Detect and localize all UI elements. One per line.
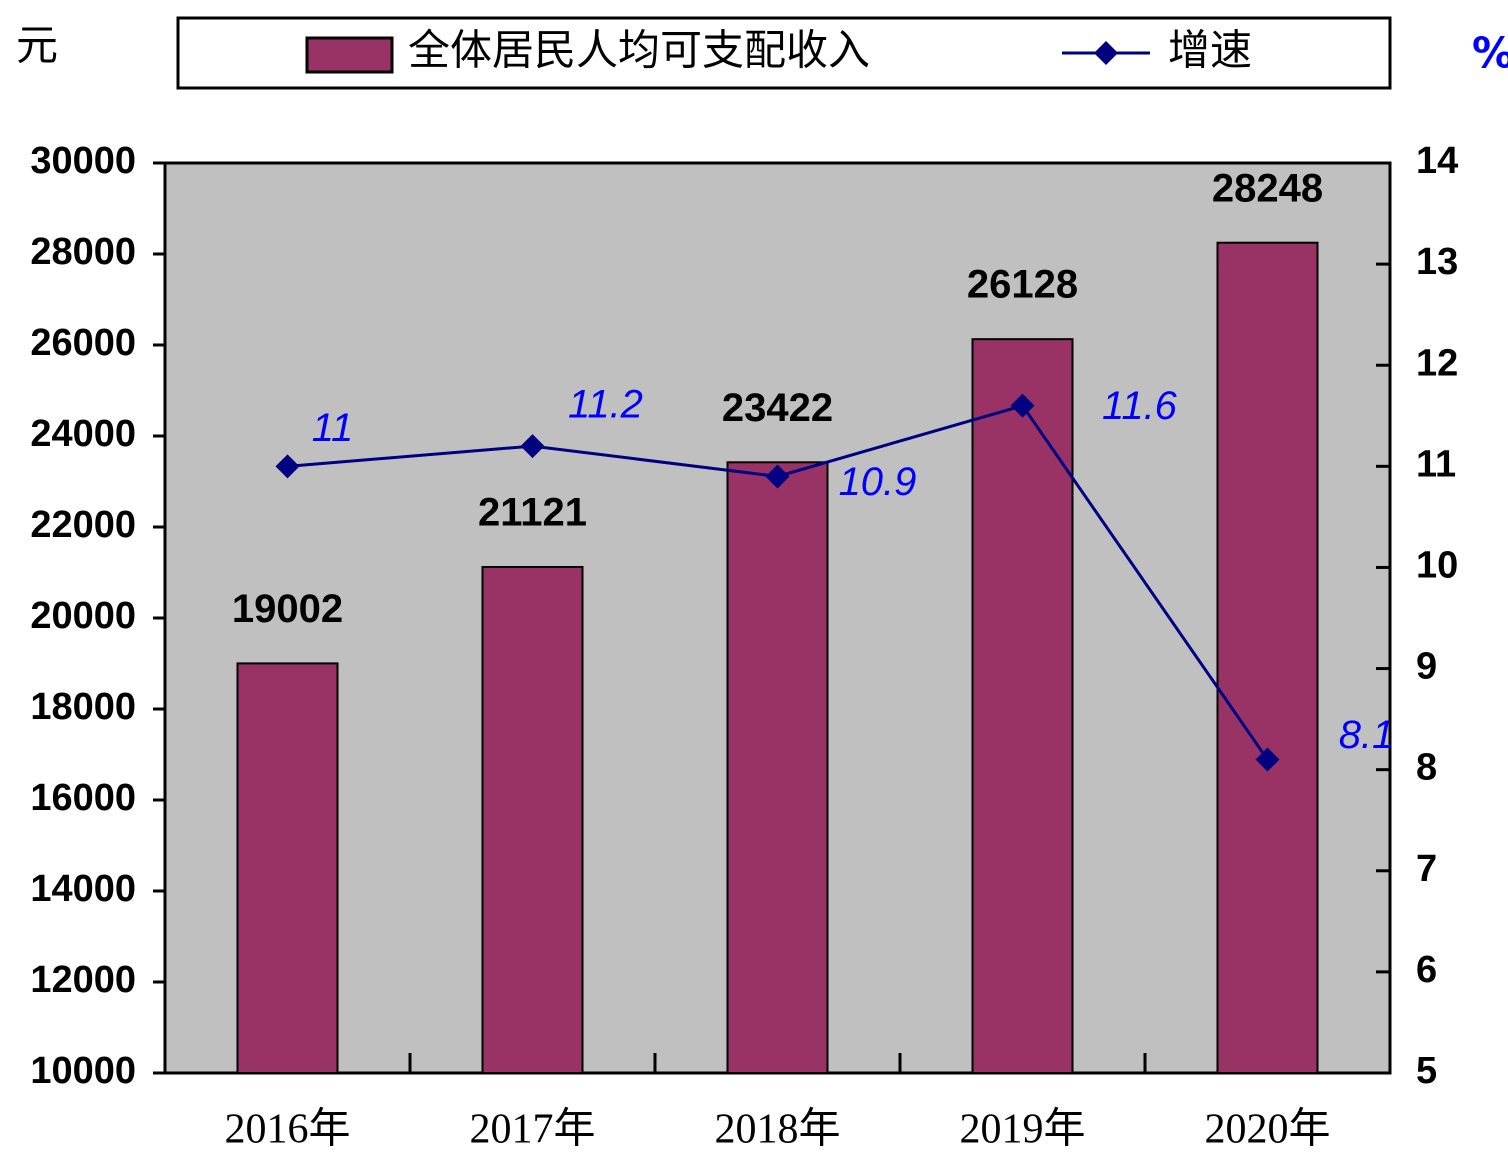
y2-axis-label: % [1472,29,1508,78]
y-tick-label: 24000 [30,413,136,455]
x-tick-label: 2019年 [959,1106,1085,1153]
line-marker [275,454,300,479]
y2-tick-label: 11 [1416,443,1456,485]
y-tick-label: 10000 [30,1050,136,1092]
y-tick-label: 30000 [30,140,136,182]
bar-value-label: 19002 [232,587,343,631]
x-tick-label: 2018年 [714,1106,840,1153]
bar-value-label: 21121 [478,491,587,535]
line-value-label: 11.6 [1102,384,1178,428]
legend-marker [1094,41,1118,65]
bar [481,565,584,1074]
y-tick-label: 20000 [30,595,136,637]
line-marker [1255,747,1280,772]
y-tick-label: 18000 [30,686,136,728]
line-marker [1010,393,1035,418]
bar-value-label: 28248 [1212,166,1323,210]
bar-value-label: 26128 [967,263,1078,307]
y2-tick-label: 12 [1416,342,1458,384]
y2-tick-label: 13 [1416,241,1458,283]
y2-tick-label: 6 [1416,949,1437,991]
y-tick-label: 12000 [30,959,136,1001]
x-tick-label: 2016年 [224,1106,350,1153]
y-tick-label: 16000 [30,777,136,819]
bar [236,662,339,1074]
y-tick-label: 22000 [30,504,136,546]
x-tick-label: 2017年 [469,1106,595,1153]
y2-tick-label: 9 [1416,646,1437,688]
legend-swatch [305,36,394,74]
bar [1216,241,1319,1074]
bar-value-label: 23422 [722,386,833,430]
bar [726,461,829,1074]
line-marker [765,464,790,489]
line-marker [520,434,545,459]
legend-label: 全体居民人均可支配收入 [408,26,870,75]
y2-tick-label: 8 [1416,747,1437,789]
y-tick-label: 14000 [30,868,136,910]
y-axis-label: 元 [16,21,58,70]
y2-tick-label: 10 [1416,544,1458,586]
y-tick-label: 28000 [30,231,136,273]
line-value-label: 8.1 [1339,713,1395,757]
x-tick-label: 2020年 [1204,1106,1330,1153]
y2-tick-label: 14 [1416,140,1458,182]
y2-tick-label: 7 [1416,848,1437,890]
line-value-label: 11 [312,406,354,450]
y-tick-label: 26000 [30,322,136,364]
legend-label: 增速 [1168,26,1252,75]
line-value-label: 11.2 [568,383,643,427]
bar [971,338,1074,1074]
y2-tick-label: 5 [1416,1050,1437,1092]
line-value-label: 10.9 [839,460,917,504]
